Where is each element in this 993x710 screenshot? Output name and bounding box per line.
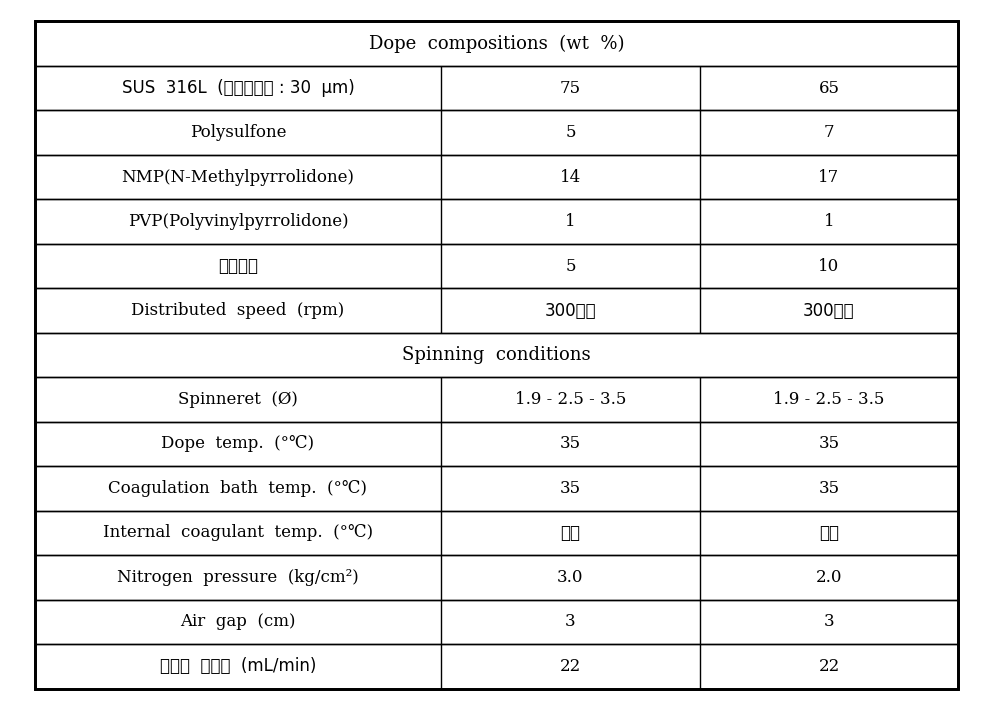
Text: 300이상: 300이상 (544, 302, 596, 320)
Text: Air  gap  (cm): Air gap (cm) (180, 613, 296, 630)
Text: 17: 17 (818, 168, 839, 185)
Text: 1.9 - 2.5 - 3.5: 1.9 - 2.5 - 3.5 (774, 391, 885, 408)
Text: 3.0: 3.0 (557, 569, 584, 586)
Text: 상온: 상온 (819, 524, 839, 542)
Text: 5: 5 (565, 124, 576, 141)
Text: 10: 10 (818, 258, 839, 275)
Text: Dope  compositions  (wt  %): Dope compositions (wt %) (368, 34, 625, 53)
Text: 3: 3 (565, 613, 576, 630)
Text: 2.0: 2.0 (815, 569, 842, 586)
Text: Spinning  conditions: Spinning conditions (402, 346, 591, 364)
Text: 22: 22 (560, 658, 581, 675)
Text: 알루미나: 알루미나 (217, 257, 258, 275)
Text: SUS  316L  (입자사이즈 : 30  μm): SUS 316L (입자사이즈 : 30 μm) (121, 79, 355, 97)
Text: Distributed  speed  (rpm): Distributed speed (rpm) (131, 302, 345, 319)
Text: Nitrogen  pressure  (kg/cm²): Nitrogen pressure (kg/cm²) (117, 569, 358, 586)
Text: Dope  temp.  (°℃): Dope temp. (°℃) (161, 435, 315, 452)
Text: 7: 7 (823, 124, 834, 141)
Text: 5: 5 (565, 258, 576, 275)
Text: Spinneret  (Ø): Spinneret (Ø) (178, 391, 298, 408)
Text: Internal  coagulant  temp.  (°℃): Internal coagulant temp. (°℃) (103, 525, 373, 542)
Text: 1: 1 (823, 213, 834, 230)
Text: 상온: 상온 (560, 524, 580, 542)
Text: 35: 35 (560, 435, 581, 452)
Text: 응고용  주입량  (mL/min): 응고용 주입량 (mL/min) (160, 657, 316, 675)
Text: 3: 3 (823, 613, 834, 630)
Text: 35: 35 (818, 480, 839, 497)
Text: 22: 22 (818, 658, 839, 675)
Text: 1: 1 (565, 213, 576, 230)
Text: 14: 14 (560, 168, 581, 185)
Text: 35: 35 (818, 435, 839, 452)
Text: NMP(N-Methylpyrrolidone): NMP(N-Methylpyrrolidone) (121, 168, 355, 185)
Text: Polysulfone: Polysulfone (190, 124, 286, 141)
Text: 1.9 - 2.5 - 3.5: 1.9 - 2.5 - 3.5 (514, 391, 626, 408)
Text: Coagulation  bath  temp.  (°℃): Coagulation bath temp. (°℃) (108, 480, 367, 497)
Text: 35: 35 (560, 480, 581, 497)
Text: 65: 65 (818, 80, 839, 97)
Text: 300이상: 300이상 (803, 302, 855, 320)
Text: PVP(Polyvinylpyrrolidone): PVP(Polyvinylpyrrolidone) (128, 213, 349, 230)
Text: 75: 75 (560, 80, 581, 97)
